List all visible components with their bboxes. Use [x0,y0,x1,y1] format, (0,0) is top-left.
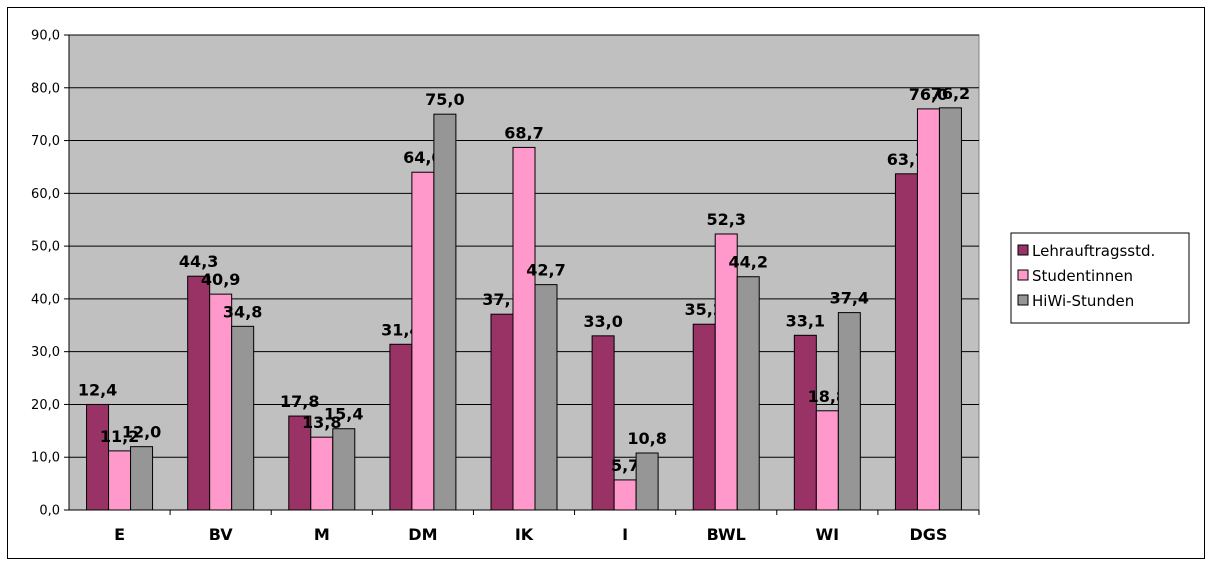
bar [837,312,861,511]
bar [209,293,233,511]
data-label: 63,7 [887,150,926,169]
bar [187,275,211,511]
legend-swatch [1017,294,1029,306]
bar [635,452,659,511]
x-tick-label: DM [408,525,437,544]
bar [86,403,110,511]
bar [534,284,558,511]
data-label: 76,0 [909,85,948,104]
x-tick-label: M [314,525,330,544]
data-label: 34,8 [223,302,262,321]
bar [231,325,255,511]
bar [793,334,817,511]
bar [613,479,637,511]
data-label: 31,4 [381,320,420,339]
data-label: 64,0 [403,148,442,167]
bar [692,323,716,511]
bar [490,313,514,511]
y-tick-label: 0,0 [39,504,60,519]
y-tick-label: 30,0 [31,345,60,360]
y-tick-label: 60,0 [31,187,60,202]
x-tick-label: I [622,525,628,544]
data-label: 75,0 [425,90,464,109]
legend: Lehrauftragsstd. Studentinnen HiWi-Stunden [1010,232,1190,324]
legend-label: HiWi-Stunden [1032,292,1134,310]
data-label: 68,7 [504,123,543,142]
bar [916,108,940,511]
y-tick-label: 80,0 [31,81,60,96]
bar [736,276,760,511]
data-label: 33,0 [583,312,622,331]
bar [433,113,457,511]
data-label: 40,9 [201,270,240,289]
data-label: 18,8 [808,387,847,406]
legend-label: Studentinnen [1032,267,1133,285]
bar [815,410,839,511]
data-label: 33,1 [786,311,825,330]
legend-label: Lehrauftragsstd. [1032,242,1155,260]
data-label: 37,4 [830,289,869,308]
data-label: 44,2 [728,253,767,272]
x-tick-label: WI [816,525,840,544]
plot-area: 0,0 10,0 20,0 30,0 40,0 50,0 60,0 70,0 80,0 90,0 1… [7,7,1205,559]
y-tick-label: 50,0 [31,240,60,255]
x-tick-label: BWL [707,525,746,544]
data-label: 52,3 [706,210,745,229]
bar [714,233,738,511]
data-label: 13,8 [302,413,341,432]
y-tick-label: 20,0 [31,398,60,413]
x-tick-label: IK [515,525,534,544]
bar [108,450,132,511]
data-label: 37,1 [482,290,521,309]
bar [389,343,413,511]
chart-border [7,7,1205,559]
legend-swatch [1017,269,1029,281]
data-label: 10,8 [627,429,666,448]
data-label: 12,0 [122,423,161,442]
x-tick-label: BV [209,525,234,544]
legend-box [1010,232,1190,324]
bar [894,173,918,511]
data-label: 5,7 [611,456,639,475]
bar [512,146,536,511]
legend-swatch [1017,244,1029,256]
data-label: 42,7 [526,261,565,280]
data-label: 15,4 [324,405,363,424]
y-tick-label: 70,0 [31,134,60,149]
bar [591,335,615,511]
bar [332,428,356,511]
data-label: 35,2 [684,300,723,319]
data-label: 76,2 [931,84,970,103]
data-label: 44,3 [179,252,218,271]
x-tick-label: DGS [909,525,947,544]
y-tick-label: 40,0 [31,292,60,307]
data-label: 17,8 [280,392,319,411]
bar [310,436,334,511]
y-tick-label: 90,0 [31,29,60,44]
y-tick-label: 10,0 [31,451,60,466]
data-label: 11,2 [100,427,139,446]
x-tick-label: E [114,525,125,544]
data-label: 12,4 [78,380,117,399]
bar [411,171,435,511]
bar [938,107,962,511]
bar [130,446,154,511]
